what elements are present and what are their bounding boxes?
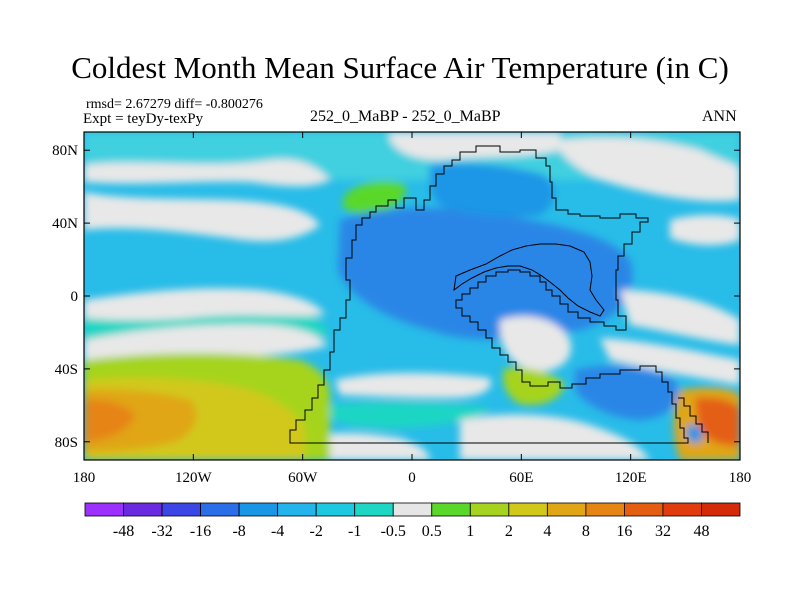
field-region xyxy=(600,338,740,385)
colorbar-label: -32 xyxy=(151,523,172,540)
colorbar-label: 4 xyxy=(543,523,551,540)
colorbar-label: 0.5 xyxy=(422,523,442,540)
field-region xyxy=(460,414,650,460)
colorbar-swatch xyxy=(508,502,548,517)
x-tick-label: 120W xyxy=(175,470,213,486)
colorbar-swatch xyxy=(354,502,394,517)
y-tick-label: 80S xyxy=(55,435,78,451)
field-region xyxy=(342,181,406,214)
colorbar-swatch xyxy=(161,502,201,517)
colorbar-swatch xyxy=(662,502,702,517)
field-region xyxy=(499,316,571,372)
x-tick-label: 180 xyxy=(73,470,96,486)
colorbar-label: 16 xyxy=(616,523,632,540)
colorbar-label: -1 xyxy=(348,523,361,540)
colorbar-swatch xyxy=(200,502,240,517)
x-tick-label: 60E xyxy=(509,470,533,486)
colorbar-swatch xyxy=(701,502,741,517)
y-tick-label: 40S xyxy=(55,362,78,378)
field-region xyxy=(335,373,491,398)
field-region xyxy=(84,192,320,242)
y-tick-label: 40N xyxy=(52,216,78,232)
field-region xyxy=(686,424,703,443)
stats-rmsd-diff: rmsd= 2.67279 diff= -0.800276 xyxy=(86,97,263,112)
field-region xyxy=(84,288,325,321)
field-region xyxy=(560,137,740,202)
colorbar-label: 48 xyxy=(693,523,709,540)
y-tick-label: 80N xyxy=(52,143,78,159)
colorbar-label: -2 xyxy=(310,523,323,540)
colorbar-swatch xyxy=(585,502,625,517)
colorbar-swatch xyxy=(431,502,471,517)
colorbar-swatch xyxy=(546,502,587,517)
field-region xyxy=(300,433,430,460)
y-tick-label: 0 xyxy=(71,289,79,305)
colorbar-swatch xyxy=(315,502,356,517)
field-region xyxy=(429,163,555,217)
colorbar-swatch xyxy=(277,502,317,517)
coastline-pangea xyxy=(289,145,689,444)
colorbar-label: 2 xyxy=(505,523,513,540)
colorbar-swatch xyxy=(84,502,124,517)
x-tick-label: 180 xyxy=(729,470,752,486)
field-region xyxy=(84,399,135,442)
temperature-field xyxy=(84,132,740,460)
field-region xyxy=(575,365,679,420)
colorbar-label: -48 xyxy=(113,523,134,540)
coastline-inner-sea xyxy=(453,243,605,317)
case-label: 252_0_MaBP - 252_0_MaBP xyxy=(310,108,501,125)
field-region xyxy=(695,397,740,446)
x-axis: 180 120W 60W 0 60E 120E 180 xyxy=(73,132,752,486)
season-label: ANN xyxy=(702,108,737,125)
field-region xyxy=(670,215,740,246)
colorbar: -48 -32 -16 -8 -4 -2 -1 -0.5 0.5 1 2 4 8 16 32 48 xyxy=(84,502,741,540)
colorbar-swatch xyxy=(392,502,433,517)
colorbar-label: 1 xyxy=(466,523,474,540)
x-tick-label: 120E xyxy=(615,470,647,486)
colorbar-swatch xyxy=(469,502,510,517)
stats-experiment: Expt = teyDy-texPy xyxy=(83,111,204,127)
colorbar-label: 32 xyxy=(655,523,671,540)
field-region xyxy=(390,132,560,160)
chart-title: Coldest Month Mean Surface Air Temperatu… xyxy=(71,50,729,85)
field-region xyxy=(84,159,330,187)
coastline-outline xyxy=(289,145,709,444)
x-tick-label: 0 xyxy=(408,470,416,486)
coastline-australis-block xyxy=(678,397,709,443)
colorbar-label: -16 xyxy=(190,523,211,540)
field-region xyxy=(338,208,633,340)
x-tick-label: 60W xyxy=(288,470,318,486)
field-region xyxy=(620,290,740,345)
colorbar-label: -8 xyxy=(232,523,245,540)
colorbar-swatch xyxy=(123,502,163,517)
colorbar-swatch xyxy=(238,502,279,517)
colorbar-label: 8 xyxy=(582,523,590,540)
colorbar-swatch xyxy=(624,502,664,517)
colorbar-label: -4 xyxy=(271,523,284,540)
colorbar-label: -0.5 xyxy=(381,523,406,540)
field-region xyxy=(330,402,490,429)
y-axis: 80N 40N 0 40S 80S xyxy=(52,143,740,451)
